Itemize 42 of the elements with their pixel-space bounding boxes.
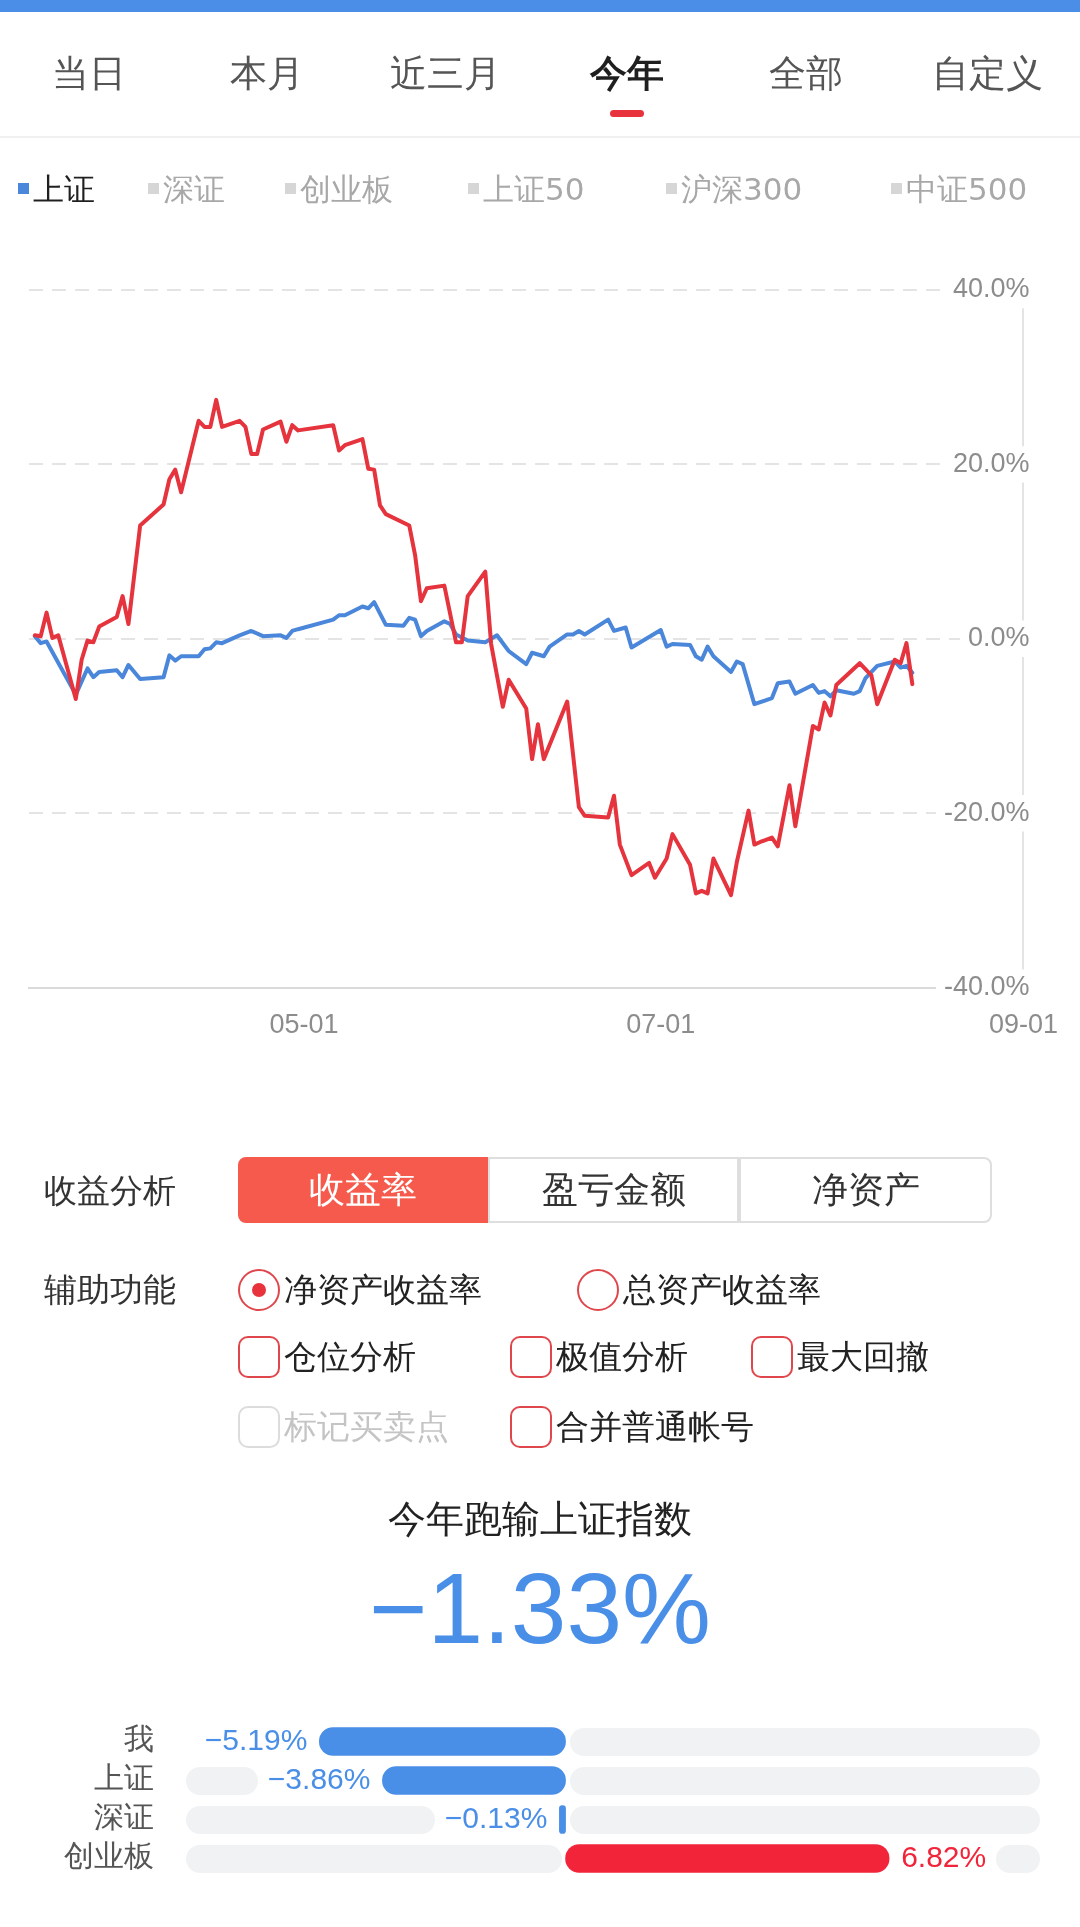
y-tick-label: 深证 (94, 1799, 154, 1835)
data-label: −0.13% (444, 1800, 548, 1834)
text: 收益分析 (44, 1170, 176, 1212)
y-tick-label: 上证 (94, 1760, 154, 1796)
text: 极值分析 (556, 1336, 688, 1378)
chart-subtitle: −1.33% (369, 1550, 711, 1666)
segment-button: 盈亏金额 (488, 1157, 739, 1223)
segment-button: 收益率 (238, 1157, 488, 1223)
text: 今年 (590, 50, 664, 97)
data-label: −3.86% (267, 1761, 371, 1795)
data-label: −5.19% (204, 1722, 308, 1756)
text: 总资产收益率 (623, 1269, 821, 1311)
text: 辅助功能 (44, 1269, 176, 1311)
text: 仓位分析 (284, 1336, 416, 1378)
text: 最大回撤 (797, 1336, 929, 1378)
x-tick-label: 07-01 (626, 1009, 696, 1040)
text: 近三月 (389, 50, 501, 97)
y-tick-label: 我 (124, 1721, 154, 1757)
x-tick-label: 05-01 (269, 1009, 339, 1040)
text: 合并普通帐号 (556, 1406, 754, 1448)
text: 全部 (769, 50, 843, 97)
text: 上证50 (483, 169, 585, 209)
data-label: 6.82% (901, 1839, 987, 1873)
text: 创业板 (300, 169, 393, 209)
text: 深证 (163, 169, 225, 209)
text: 当日 (52, 50, 126, 97)
chart-title: 今年跑输上证指数 (388, 1496, 692, 1544)
text: 本月 (230, 50, 304, 97)
segment-button: 净资产 (739, 1157, 992, 1223)
y-tick-label: 40.0% (952, 273, 1030, 304)
x-tick-label: 09-01 (988, 1009, 1058, 1040)
y-tick-label: -40.0% (943, 971, 1030, 1002)
text: 沪深300 (681, 169, 803, 209)
y-tick-label: 20.0% (952, 447, 1030, 478)
y-tick-label: -20.0% (943, 796, 1030, 827)
text: 中证500 (906, 169, 1028, 209)
text: 标记买卖点 (284, 1406, 449, 1448)
y-tick-label: 创业板 (64, 1838, 154, 1874)
y-tick-label: 0.0% (967, 622, 1030, 653)
legend-label: 上证 (33, 169, 95, 209)
text: 净资产收益率 (284, 1269, 482, 1311)
text: 自定义 (931, 50, 1043, 97)
